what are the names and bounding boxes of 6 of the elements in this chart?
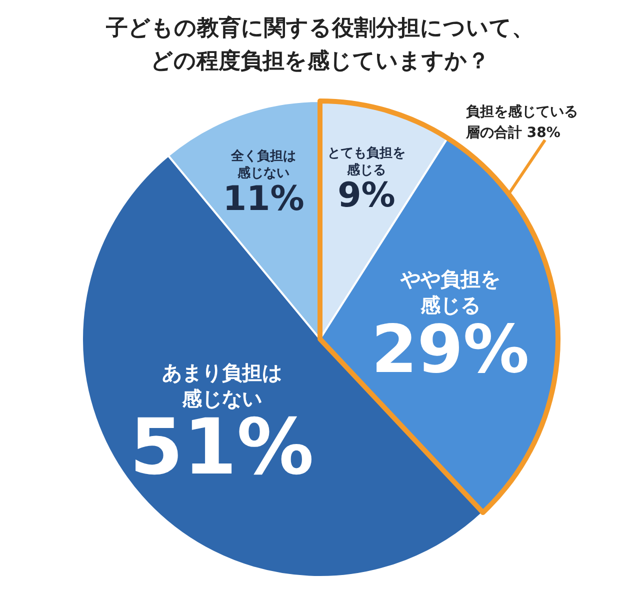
chart-title: 子どもの教育に関する役割分担について、どの程度負担を感じていますか？ xyxy=(105,14,535,76)
slice-label: 全く負担は感じない xyxy=(230,149,296,182)
slice-label: とても負担を感じる xyxy=(327,146,406,178)
data-label: 9% xyxy=(338,176,396,216)
data-label: 11% xyxy=(222,178,304,219)
text: 負担を感じている層の合計 38% xyxy=(466,103,578,143)
